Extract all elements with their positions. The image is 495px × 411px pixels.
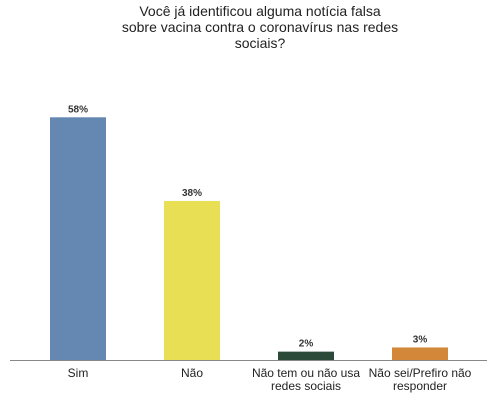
chart-title-line: sociais? (234, 35, 286, 51)
data-label: 3% (413, 334, 428, 345)
bar (50, 117, 106, 361)
category-label: responder (393, 379, 447, 393)
chart-title-line: Você já identificou alguma notícia falsa (139, 3, 381, 19)
bar (392, 347, 448, 360)
category-label: Não sei/Prefiro não (369, 366, 472, 380)
category-label: Não tem ou não usa (252, 366, 360, 380)
bar (164, 200, 220, 360)
data-label: 58% (68, 104, 88, 115)
category-label: Não (181, 366, 203, 380)
category-label: redes sociais (271, 379, 341, 393)
data-label: 2% (299, 339, 314, 350)
category-label: Sim (68, 366, 89, 380)
bar (278, 351, 334, 360)
chart-title-line: sobre vacina contra o coronavírus nas re… (121, 19, 399, 35)
chart-title: Você já identificou alguma notícia falsa… (110, 3, 410, 51)
data-label: 38% (182, 188, 202, 199)
